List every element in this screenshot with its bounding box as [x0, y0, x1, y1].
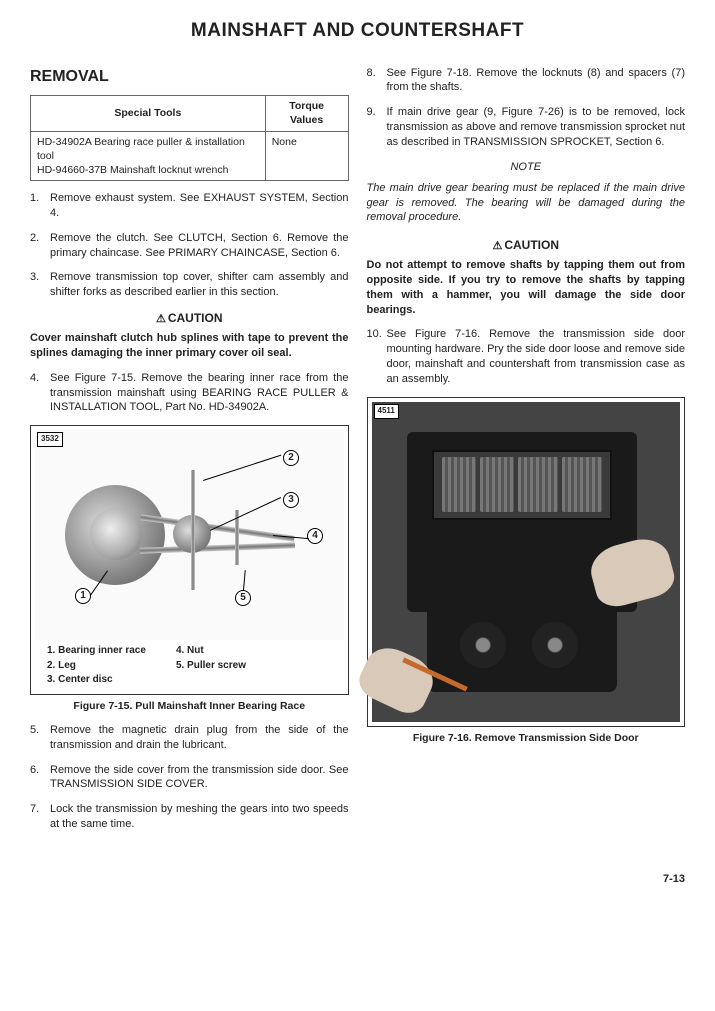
- page-title: MAINSHAFT AND COUNTERSHAFT: [30, 18, 685, 44]
- callout-4: 4: [307, 528, 323, 544]
- caution-body: Do not attempt to remove shafts by tappi…: [367, 258, 686, 317]
- steps-list-b: See Figure 7-15. Remove the bearing inne…: [30, 371, 349, 416]
- tools-cell: HD-34902A Bearing race puller & installa…: [31, 131, 266, 181]
- tools-header-special: Special Tools: [31, 96, 266, 131]
- figure-tag: 4511: [374, 404, 399, 419]
- two-column-layout: REMOVAL Special Tools Torque Values HD-3…: [30, 66, 685, 842]
- legend-item: 2. Leg: [47, 659, 146, 673]
- step: Lock the transmission by meshing the gea…: [30, 802, 349, 832]
- tool-name: HD-94660-37B Mainshaft locknut wrench: [37, 163, 259, 177]
- section-heading-removal: REMOVAL: [30, 66, 349, 88]
- steps-list-c: Remove the magnetic drain plug from the …: [30, 723, 349, 832]
- caution-body: Cover mainshaft clutch hub splines with …: [30, 331, 349, 361]
- figure-7-16-image: 4511: [372, 402, 681, 722]
- callout-1: 1: [75, 588, 91, 604]
- figure-7-15-caption: Figure 7-15. Pull Mainshaft Inner Bearin…: [30, 699, 349, 713]
- step: See Figure 7-15. Remove the bearing inne…: [30, 371, 349, 416]
- step: See Figure 7-18. Remove the locknuts (8)…: [367, 66, 686, 96]
- caution-label: CAUTION: [168, 311, 223, 325]
- callout-2: 2: [283, 450, 299, 466]
- step: Remove transmission top cover, shifter c…: [30, 270, 349, 300]
- note-heading: NOTE: [367, 160, 686, 175]
- figure-7-15: 3532 1 2 3 4 5: [30, 425, 349, 695]
- page-number: 7-13: [30, 872, 685, 887]
- callout-3: 3: [283, 492, 299, 508]
- callout-5: 5: [235, 590, 251, 606]
- note-body: The main drive gear bearing must be repl…: [367, 181, 686, 226]
- step: Remove the clutch. See CLUTCH, Section 6…: [30, 231, 349, 261]
- torque-cell: None: [265, 131, 348, 181]
- steps-list-right-a: See Figure 7-18. Remove the locknuts (8)…: [367, 66, 686, 150]
- figure-7-15-legend: 1. Bearing inner race 2. Leg 3. Center d…: [35, 640, 344, 690]
- legend-item: 1. Bearing inner race: [47, 644, 146, 658]
- steps-list-right-b: See Figure 7-16. Remove the transmission…: [367, 327, 686, 386]
- step: If main drive gear (9, Figure 7-26) is t…: [367, 105, 686, 150]
- figure-7-15-image: 3532 1 2 3 4 5: [35, 430, 344, 640]
- steps-list-a: Remove exhaust system. See EXHAUST SYSTE…: [30, 191, 349, 300]
- legend-item: 3. Center disc: [47, 673, 146, 687]
- figure-7-16-caption: Figure 7-16. Remove Transmission Side Do…: [367, 731, 686, 745]
- warning-icon: ⚠: [156, 313, 166, 325]
- legend-item: 4. Nut: [176, 644, 246, 658]
- caution-label: CAUTION: [504, 238, 559, 252]
- step: Remove exhaust system. See EXHAUST SYSTE…: [30, 191, 349, 221]
- figure-7-16: 4511: [367, 397, 686, 727]
- figure-tag: 3532: [37, 432, 63, 447]
- step: See Figure 7-16. Remove the transmission…: [367, 327, 686, 386]
- step: Remove the magnetic drain plug from the …: [30, 723, 349, 753]
- tools-table: Special Tools Torque Values HD-34902A Be…: [30, 95, 349, 181]
- caution-heading: ⚠CAUTION: [367, 237, 686, 254]
- right-column: See Figure 7-18. Remove the locknuts (8)…: [367, 66, 686, 842]
- legend-item: 5. Puller screw: [176, 659, 246, 673]
- tools-header-torque: Torque Values: [265, 96, 348, 131]
- step: Remove the side cover from the transmiss…: [30, 763, 349, 793]
- caution-heading: ⚠CAUTION: [30, 310, 349, 327]
- left-column: REMOVAL Special Tools Torque Values HD-3…: [30, 66, 349, 842]
- tool-name: HD-34902A Bearing race puller & installa…: [37, 135, 259, 163]
- warning-icon: ⚠: [492, 240, 502, 252]
